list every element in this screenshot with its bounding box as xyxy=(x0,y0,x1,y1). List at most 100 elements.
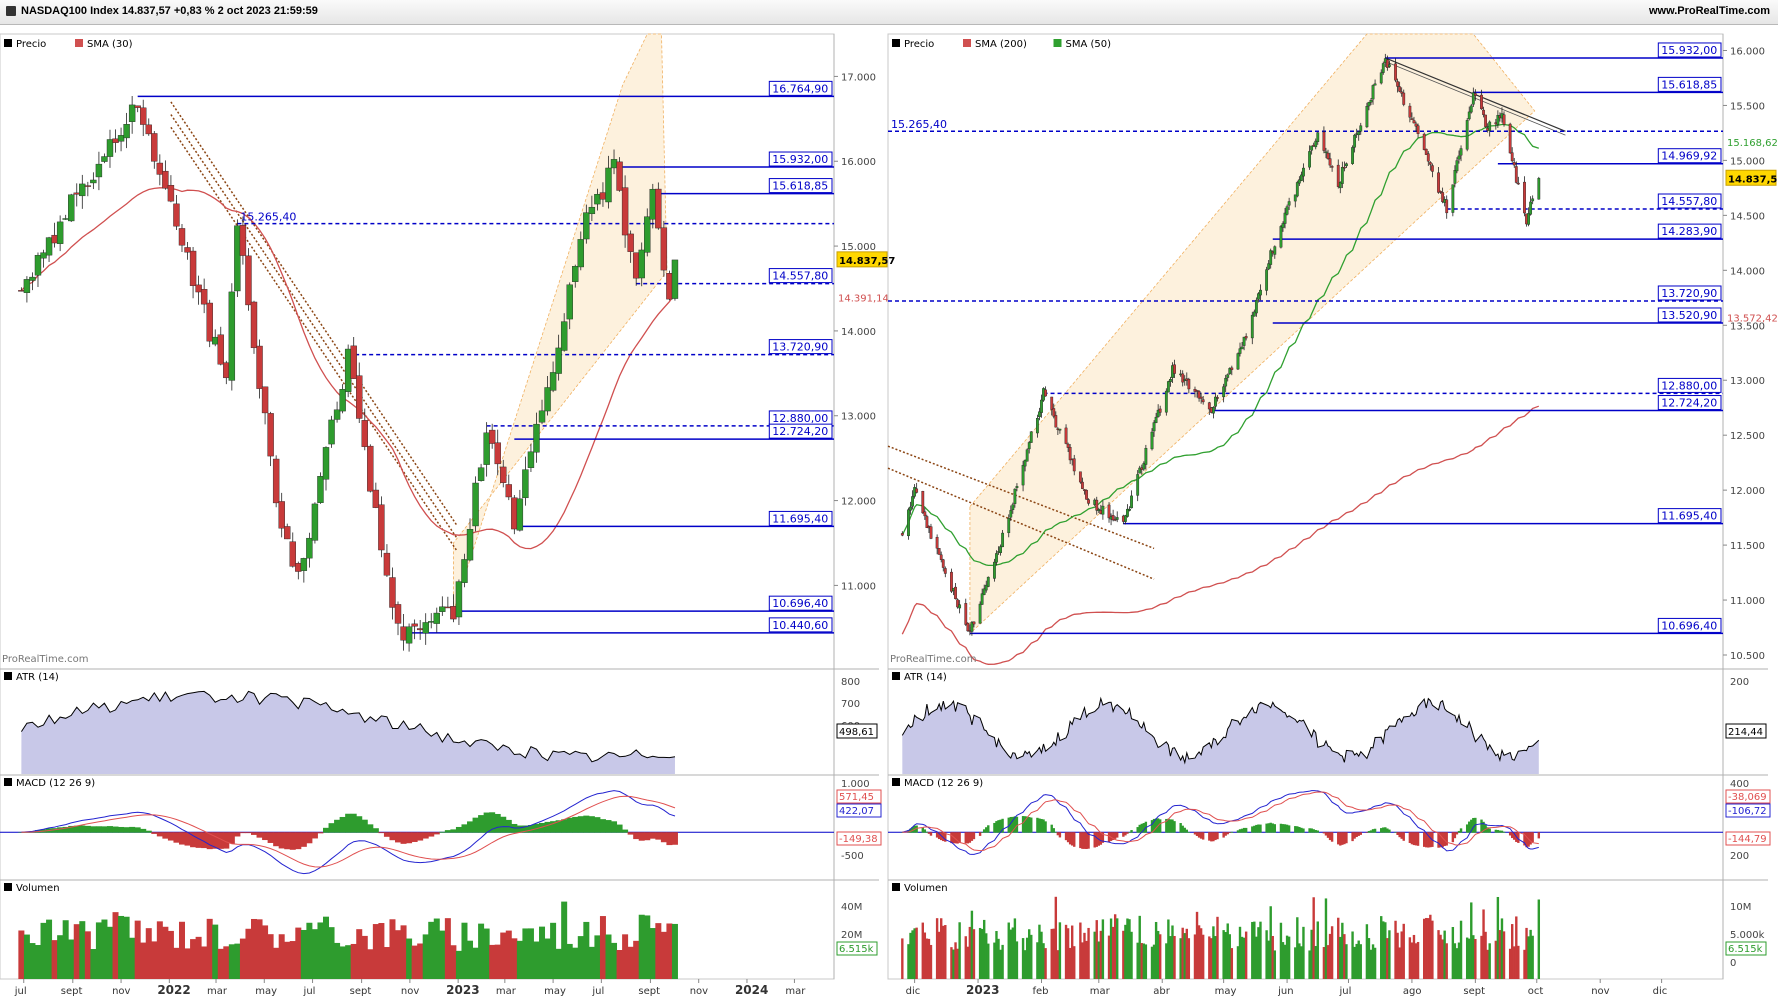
candle-body xyxy=(1222,386,1226,398)
volume-bar xyxy=(1167,919,1170,979)
volume-bar xyxy=(1152,944,1156,979)
volume-bar xyxy=(450,945,457,979)
macd-histogram-bar xyxy=(627,832,634,835)
volume-bar xyxy=(1500,918,1504,979)
macd-histogram-bar xyxy=(944,832,947,842)
volume-bar xyxy=(1457,942,1461,979)
volume-bar xyxy=(212,924,219,979)
candle-body xyxy=(184,247,191,253)
candle-body xyxy=(1314,140,1318,148)
level-label-box xyxy=(1657,42,1722,58)
volume-bar xyxy=(1337,917,1340,979)
atr-value: 498,61 xyxy=(839,727,874,738)
downtrend-line xyxy=(887,467,1155,580)
volume-bar xyxy=(511,938,518,979)
candle-body xyxy=(267,413,274,457)
volume-bar xyxy=(23,934,30,979)
sma30-line xyxy=(20,187,676,550)
macd-histogram-bar xyxy=(1025,816,1029,833)
macd-histogram-bar xyxy=(489,812,496,833)
legend-swatch xyxy=(4,672,12,680)
candle-body xyxy=(350,345,357,379)
macd-histogram-bar xyxy=(372,828,379,833)
macd-histogram-bar xyxy=(411,832,418,842)
macd-histogram-bar xyxy=(1028,817,1031,833)
macd-histogram-bar xyxy=(1226,832,1229,835)
volume-bar xyxy=(40,922,47,979)
volume-bar xyxy=(84,931,91,979)
candle-body xyxy=(1207,402,1211,410)
macd-histogram-bar xyxy=(1408,832,1412,843)
macd-histogram-bar xyxy=(18,832,25,833)
volume-bar xyxy=(1201,934,1205,979)
candle-body xyxy=(51,234,58,244)
macd-histogram-bar xyxy=(1083,832,1086,849)
level-label: 13.720,90 xyxy=(1661,287,1717,300)
candle-body xyxy=(488,429,496,444)
candle-body xyxy=(1236,353,1240,370)
volume-bar xyxy=(444,918,451,979)
volume-bar xyxy=(1228,934,1231,979)
volume-bar xyxy=(1330,926,1334,979)
volume-bar xyxy=(1339,936,1342,979)
volume-bar xyxy=(964,936,967,979)
candle-body xyxy=(1455,160,1459,172)
macd-histogram-bar xyxy=(95,826,102,833)
macd-histogram-bar xyxy=(345,813,352,833)
macd-histogram-bar xyxy=(395,832,402,843)
candle-body xyxy=(1138,467,1142,474)
volume-bar xyxy=(1030,934,1033,979)
level-label: 12.880,00 xyxy=(1661,379,1717,392)
level-label: 10.696,40 xyxy=(1661,619,1717,632)
macd-value: -149,38 xyxy=(839,834,878,845)
candle-body xyxy=(372,489,380,508)
candle-body xyxy=(1152,422,1156,432)
candle-body xyxy=(1373,83,1377,86)
site-link[interactable]: www.ProRealTime.com xyxy=(1648,5,1770,17)
volume-bar xyxy=(483,928,490,979)
candle-body xyxy=(145,124,152,135)
macd-histogram-bar xyxy=(1199,832,1203,839)
volume-bar xyxy=(1116,918,1119,979)
candle-body xyxy=(228,291,236,381)
volume-bar xyxy=(1144,944,1148,979)
volume-bar xyxy=(1322,947,1326,979)
macd-histogram-bar xyxy=(909,828,912,833)
macd-histogram-bar xyxy=(1529,832,1532,845)
volume-bar xyxy=(1158,934,1162,979)
macd-histogram-bar xyxy=(1312,829,1315,833)
volume-bar xyxy=(46,919,53,979)
candle-body xyxy=(428,621,435,623)
candle-body xyxy=(1267,263,1271,270)
volume-bar xyxy=(1070,925,1074,979)
candle-body xyxy=(505,484,512,498)
candle-body xyxy=(1388,64,1391,67)
x-tick-label: may xyxy=(1215,986,1237,997)
candle-body xyxy=(1465,120,1469,150)
macd-histogram-bar xyxy=(223,832,230,849)
candle-body xyxy=(978,603,982,624)
macd-histogram-bar xyxy=(605,820,612,833)
macd-histogram-bar xyxy=(671,832,678,845)
volume-bar xyxy=(1009,929,1012,979)
macd-histogram-bar xyxy=(1472,817,1475,833)
macd-histogram-bar xyxy=(1130,830,1133,833)
volume-bar xyxy=(1468,938,1471,979)
macd-histogram-bar xyxy=(1087,832,1090,849)
candle-body xyxy=(1281,223,1285,228)
macd-histogram-bar xyxy=(1050,824,1053,833)
candle-body xyxy=(1064,427,1068,444)
volume-bar xyxy=(660,931,667,979)
legend-swatch xyxy=(892,672,900,680)
x-tick-label: feb xyxy=(1032,986,1048,997)
candle-body xyxy=(527,451,535,468)
candle-body xyxy=(511,497,518,530)
macd-histogram-bar xyxy=(1093,832,1096,848)
volume-bar xyxy=(1038,924,1041,979)
candle-body xyxy=(935,536,939,549)
level-label: 13.720,90 xyxy=(772,341,828,354)
volume-bar xyxy=(1423,918,1426,979)
volume-bar xyxy=(1169,936,1172,979)
x-tick-label: mar xyxy=(207,986,228,997)
candle-body xyxy=(1527,213,1530,225)
